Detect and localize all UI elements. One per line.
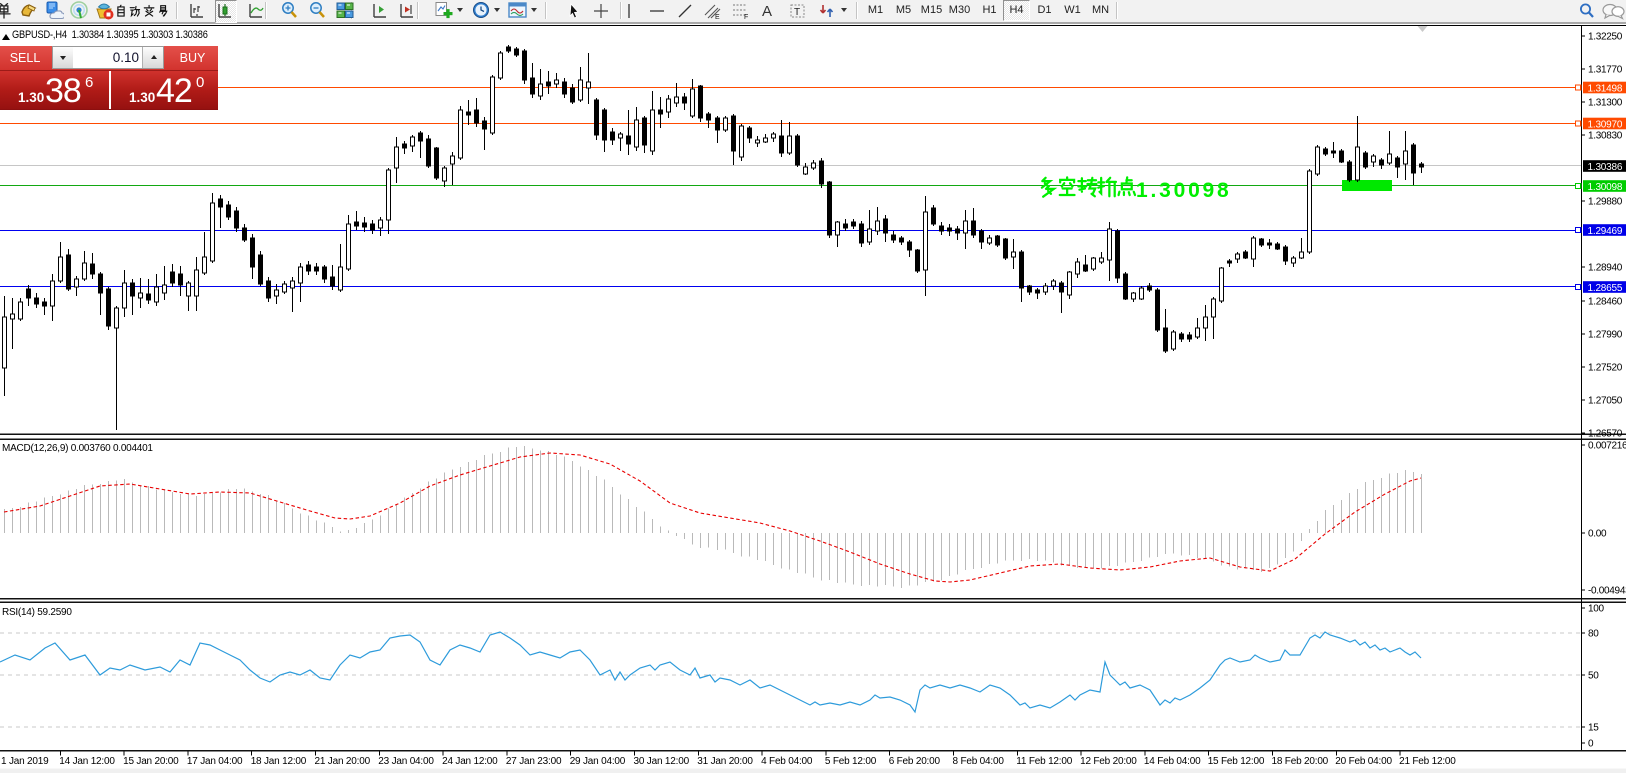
svg-text:F: F [744,14,748,20]
svg-text:14 Feb 04:00: 14 Feb 04:00 [1144,756,1201,767]
svg-text:0: 0 [1588,739,1594,750]
svg-text:MACD(12,26,9) 0.003760 0.00440: MACD(12,26,9) 0.003760 0.004401 [2,443,153,454]
svg-text:1.31498: 1.31498 [1588,83,1623,94]
svg-text:4 Feb 04:00: 4 Feb 04:00 [761,756,813,767]
svg-text:1.32250: 1.32250 [1588,32,1623,43]
svg-text:17 Jan 04:00: 17 Jan 04:00 [187,756,243,767]
svg-text:15 Feb 12:00: 15 Feb 12:00 [1208,756,1265,767]
svg-text:1.30970: 1.30970 [1588,119,1623,130]
svg-text:1.30386: 1.30386 [1588,162,1623,173]
svg-text:1.30830: 1.30830 [1588,131,1623,142]
svg-text:T: T [794,7,800,18]
svg-text:0.007216: 0.007216 [1588,441,1626,452]
svg-text:1.31770: 1.31770 [1588,65,1623,76]
svg-text:6 Feb 20:00: 6 Feb 20:00 [889,756,941,767]
svg-text:1.28940: 1.28940 [1588,263,1623,274]
svg-text:29 Jan 04:00: 29 Jan 04:00 [570,756,626,767]
svg-text:18 Jan 12:00: 18 Jan 12:00 [251,756,307,767]
svg-text:8 Feb 04:00: 8 Feb 04:00 [953,756,1005,767]
svg-text:50: 50 [1588,671,1599,682]
svg-text:E: E [715,14,720,20]
svg-text:11 Feb 12:00: 11 Feb 12:00 [1016,756,1072,767]
svg-text:5 Feb 12:00: 5 Feb 12:00 [825,756,877,767]
svg-text:27 Jan 23:00: 27 Jan 23:00 [506,756,562,767]
svg-text:30 Jan 12:00: 30 Jan 12:00 [634,756,690,767]
svg-text:20 Feb 04:00: 20 Feb 04:00 [1335,756,1392,767]
svg-text:1.30098: 1.30098 [1588,182,1623,193]
svg-text:1.27990: 1.27990 [1588,330,1623,341]
svg-text:RSI(14) 59.2590: RSI(14) 59.2590 [2,607,72,618]
svg-text:31 Jan 20:00: 31 Jan 20:00 [697,756,753,767]
svg-text:1.26570: 1.26570 [1588,429,1623,440]
svg-text:100: 100 [1588,604,1605,615]
svg-text:0.00: 0.00 [1588,529,1607,540]
svg-text:1.28655: 1.28655 [1588,283,1623,294]
svg-text:1.29469: 1.29469 [1588,226,1623,237]
svg-text:1.30098: 1.30098 [1136,179,1232,202]
svg-text:21 Jan 20:00: 21 Jan 20:00 [315,756,371,767]
svg-text:14 Jan 12:00: 14 Jan 12:00 [59,756,115,767]
svg-text:-0.004943: -0.004943 [1588,586,1626,597]
svg-text:21 Feb 12:00: 21 Feb 12:00 [1399,756,1456,767]
svg-text:1.27050: 1.27050 [1588,396,1623,407]
svg-text:80: 80 [1588,629,1599,640]
svg-text:15: 15 [1588,723,1599,734]
svg-text:12 Feb 20:00: 12 Feb 20:00 [1080,756,1137,767]
svg-text:1.29880: 1.29880 [1588,197,1623,208]
svg-text:15 Jan 20:00: 15 Jan 20:00 [123,756,179,767]
svg-text:24 Jan 12:00: 24 Jan 12:00 [442,756,498,767]
svg-text:23 Jan 04:00: 23 Jan 04:00 [378,756,434,767]
svg-text:1.27520: 1.27520 [1588,363,1623,374]
svg-text:1.28460: 1.28460 [1588,297,1623,308]
svg-text:1.31300: 1.31300 [1588,98,1623,109]
svg-text:18 Feb 20:00: 18 Feb 20:00 [1272,756,1329,767]
svg-text:1 Jan 2019: 1 Jan 2019 [1,756,49,767]
